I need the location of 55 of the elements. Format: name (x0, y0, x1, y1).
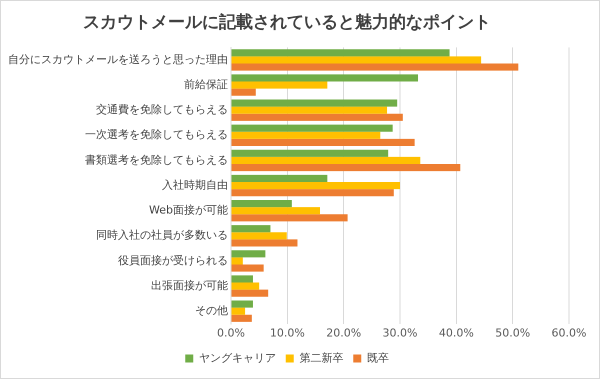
legend-label: ヤングキャリア (198, 351, 276, 364)
x-tick-label: 0.0% (217, 326, 245, 340)
y-tick-label: 入社時期自由 (162, 178, 228, 192)
y-tick-label: Web面接が可能 (149, 204, 228, 217)
x-tick-label: 60.0% (552, 326, 586, 340)
x-tick-label: 20.0% (326, 326, 362, 340)
bar (232, 275, 253, 283)
bar (232, 239, 298, 247)
bar (232, 300, 253, 308)
bar (232, 49, 450, 56)
bar (232, 314, 252, 322)
x-tick-label: 40.0% (438, 326, 474, 340)
bar (232, 264, 264, 272)
bar (232, 132, 380, 139)
chart-title: スカウトメールに記載されていると魅力的なポイント (83, 12, 491, 33)
bar (232, 290, 268, 297)
bar (232, 308, 246, 315)
bar (232, 88, 256, 96)
bar (232, 257, 243, 265)
bar (232, 182, 400, 190)
bar (232, 138, 415, 146)
y-tick-label: その他 (195, 304, 228, 318)
legend-label: 第二新卒 (299, 351, 344, 364)
x-tick-label: 50.0% (495, 326, 530, 340)
bar (232, 64, 518, 71)
bar (232, 189, 394, 196)
bar (232, 232, 287, 240)
x-tick-label: 30.0% (382, 326, 418, 340)
bar (232, 214, 348, 222)
bar (232, 282, 260, 290)
y-tick-label: 役員面接が受けられる (118, 254, 228, 267)
legend-label: 既卒 (366, 351, 389, 364)
y-tick-label: 一次選考を免除してもらえる (85, 128, 228, 142)
bar (232, 150, 388, 157)
y-tick-label: 同時入社の社員が多数いる (96, 228, 228, 242)
bar (232, 250, 266, 258)
bar (232, 106, 388, 114)
y-tick-label: 交通費を免除してもらえる (96, 103, 228, 116)
bar (232, 174, 328, 182)
bar (232, 207, 320, 214)
y-tick-label: 書類選考を免除してもらえる (85, 153, 228, 166)
bar (232, 82, 328, 89)
bar (232, 56, 482, 64)
bar (232, 156, 420, 164)
y-tick-label: 前給保証 (184, 78, 228, 91)
x-tick-label: 10.0% (270, 326, 305, 340)
bar (232, 124, 393, 132)
bar (232, 100, 398, 107)
bar (232, 200, 292, 208)
bar (232, 74, 418, 82)
bar (232, 114, 403, 121)
bar (232, 225, 270, 232)
bar (232, 164, 460, 172)
y-tick-label: 出張面接が可能 (151, 278, 228, 292)
y-tick-label: 自分にスカウトメールを送ろうと思った理由 (8, 52, 228, 66)
